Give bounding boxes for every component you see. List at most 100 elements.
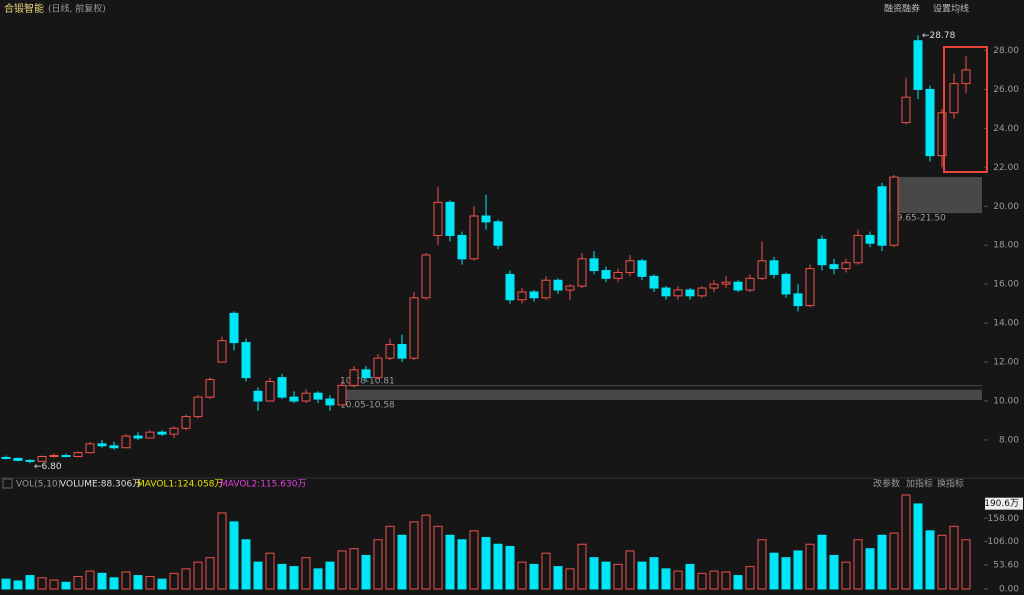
volume-bar bbox=[769, 552, 779, 590]
vol-tool[interactable]: 改参数 bbox=[873, 478, 900, 490]
vol-header: MAVOL2:115.630万 bbox=[220, 480, 306, 490]
candle-body bbox=[745, 277, 755, 291]
candle-body bbox=[613, 271, 623, 279]
candle-body bbox=[505, 273, 515, 301]
volume-bar bbox=[361, 554, 371, 590]
candle-body bbox=[73, 452, 83, 457]
y-tick-label: 18.00 bbox=[993, 241, 1019, 251]
candle-body bbox=[289, 396, 299, 402]
volume-bar bbox=[313, 568, 323, 590]
volume-bar bbox=[601, 561, 611, 590]
candle-body bbox=[625, 260, 635, 273]
candle-body bbox=[49, 455, 59, 458]
volume-bar bbox=[625, 550, 635, 590]
volume-bar bbox=[793, 550, 803, 590]
candle-body bbox=[265, 381, 275, 402]
candle-body bbox=[661, 287, 671, 297]
candle-body bbox=[889, 176, 899, 246]
volume-bar bbox=[337, 550, 347, 590]
vol-top-label: 190.6万 bbox=[984, 499, 1019, 509]
candle-body bbox=[733, 281, 743, 291]
candle-body bbox=[241, 342, 251, 379]
gap-box bbox=[338, 389, 982, 401]
volume-bar bbox=[541, 552, 551, 590]
volume-bar bbox=[385, 525, 395, 590]
candle-body bbox=[709, 283, 719, 289]
candle-body bbox=[829, 264, 839, 270]
volume-bar bbox=[805, 543, 815, 590]
volume-bar bbox=[277, 563, 287, 590]
candle-body bbox=[481, 215, 491, 223]
volume-bar bbox=[829, 554, 839, 590]
volume-bar bbox=[961, 539, 971, 590]
candle-body bbox=[565, 285, 575, 291]
candle-body bbox=[445, 201, 455, 236]
volume-bar bbox=[265, 552, 275, 590]
vol-header: VOL(5,10) bbox=[16, 480, 61, 490]
vol-tool[interactable]: 加指标 bbox=[906, 478, 933, 490]
candle-body bbox=[409, 297, 419, 359]
volume-bar bbox=[637, 561, 647, 590]
candle-body bbox=[541, 279, 551, 299]
candle-body bbox=[205, 379, 215, 398]
candle-body bbox=[685, 289, 695, 297]
candle-body bbox=[553, 279, 563, 291]
volume-bar bbox=[73, 575, 83, 590]
gap-box bbox=[889, 177, 982, 214]
volume-bar bbox=[493, 543, 503, 590]
candle-body bbox=[397, 344, 407, 359]
volume-bar bbox=[757, 539, 767, 590]
volume-bar bbox=[49, 579, 59, 590]
toolbar-item[interactable]: 融资融券 bbox=[884, 3, 920, 15]
volume-bar bbox=[193, 561, 203, 590]
chart-title: 合锻智能 bbox=[4, 2, 44, 15]
volume-bar bbox=[457, 539, 467, 590]
gap-label: 19.65-21.50 bbox=[891, 214, 946, 224]
candle-body bbox=[949, 83, 959, 114]
help-icon[interactable] bbox=[2, 478, 13, 489]
gap-label: 10.05-10.58 bbox=[340, 401, 395, 411]
y-tick-label: 12.00 bbox=[993, 358, 1019, 368]
vol-header: VOLUME:88.306万 bbox=[60, 480, 141, 490]
gap-box bbox=[338, 385, 982, 387]
volume-bar bbox=[517, 561, 527, 590]
volume-bar bbox=[901, 494, 911, 590]
candle-body bbox=[925, 88, 935, 157]
volume-bar bbox=[217, 512, 227, 590]
candle-body bbox=[469, 215, 479, 260]
candle-body bbox=[121, 435, 131, 449]
candle-body bbox=[133, 435, 143, 439]
vol-header: MAVOL1:124.058万 bbox=[137, 480, 223, 490]
toolbar-item[interactable]: 设置均线 bbox=[933, 3, 969, 15]
volume-bar bbox=[709, 570, 719, 590]
candle-body bbox=[1, 456, 11, 459]
volume-bar bbox=[937, 534, 947, 590]
candle-body bbox=[721, 281, 731, 285]
volume-bar bbox=[121, 571, 131, 590]
candle-body bbox=[193, 396, 203, 418]
candle-body bbox=[25, 459, 35, 462]
y-tick-label: 28.00 bbox=[993, 46, 1019, 56]
volume-bar bbox=[553, 566, 563, 590]
candle-body bbox=[109, 445, 119, 449]
volume-bar bbox=[61, 581, 71, 590]
candle-body bbox=[577, 258, 587, 287]
volume-bar bbox=[109, 577, 119, 590]
candle-body bbox=[97, 443, 107, 447]
volume-bar bbox=[877, 534, 887, 590]
volume-bar bbox=[13, 580, 23, 590]
vol-tool[interactable]: 换指标 bbox=[937, 478, 964, 490]
candle-body bbox=[169, 427, 179, 435]
volume-bar bbox=[133, 575, 143, 590]
extreme-label: ←6.80 bbox=[34, 462, 62, 472]
y-tick-label: 14.00 bbox=[993, 319, 1019, 329]
volume-bar bbox=[1, 578, 11, 590]
volume-bar bbox=[409, 521, 419, 590]
candle-body bbox=[793, 293, 803, 307]
candle-body bbox=[301, 392, 311, 402]
volume-bar bbox=[205, 557, 215, 590]
volume-bar bbox=[481, 537, 491, 590]
candle-body bbox=[217, 340, 227, 363]
volume-bar bbox=[841, 561, 851, 590]
